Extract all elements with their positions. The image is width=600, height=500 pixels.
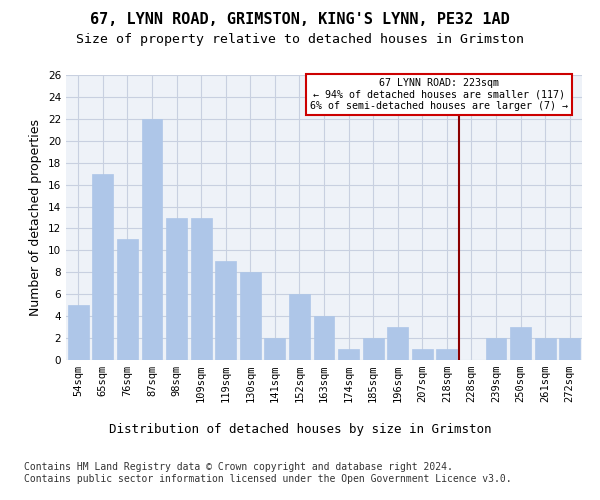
Bar [338,349,359,360]
Bar [387,327,408,360]
Text: Size of property relative to detached houses in Grimston: Size of property relative to detached ho… [76,32,524,46]
Bar [142,119,163,360]
Text: 67 LYNN ROAD: 223sqm
← 94% of detached houses are smaller (117)
6% of semi-detac: 67 LYNN ROAD: 223sqm ← 94% of detached h… [310,78,568,112]
Bar [68,305,89,360]
Text: 67, LYNN ROAD, GRIMSTON, KING'S LYNN, PE32 1AD: 67, LYNN ROAD, GRIMSTON, KING'S LYNN, PE… [90,12,510,28]
Text: Distribution of detached houses by size in Grimston: Distribution of detached houses by size … [109,422,491,436]
Bar [535,338,556,360]
Bar [485,338,506,360]
Bar [289,294,310,360]
Bar [265,338,286,360]
Bar [436,349,457,360]
Bar [215,262,236,360]
Bar [362,338,383,360]
Bar [510,327,531,360]
Y-axis label: Number of detached properties: Number of detached properties [29,119,43,316]
Bar [412,349,433,360]
Bar [117,240,138,360]
Text: Contains HM Land Registry data © Crown copyright and database right 2024.
Contai: Contains HM Land Registry data © Crown c… [24,462,512,484]
Bar [191,218,212,360]
Bar [92,174,113,360]
Bar [314,316,334,360]
Bar [166,218,187,360]
Bar [240,272,261,360]
Bar [559,338,580,360]
